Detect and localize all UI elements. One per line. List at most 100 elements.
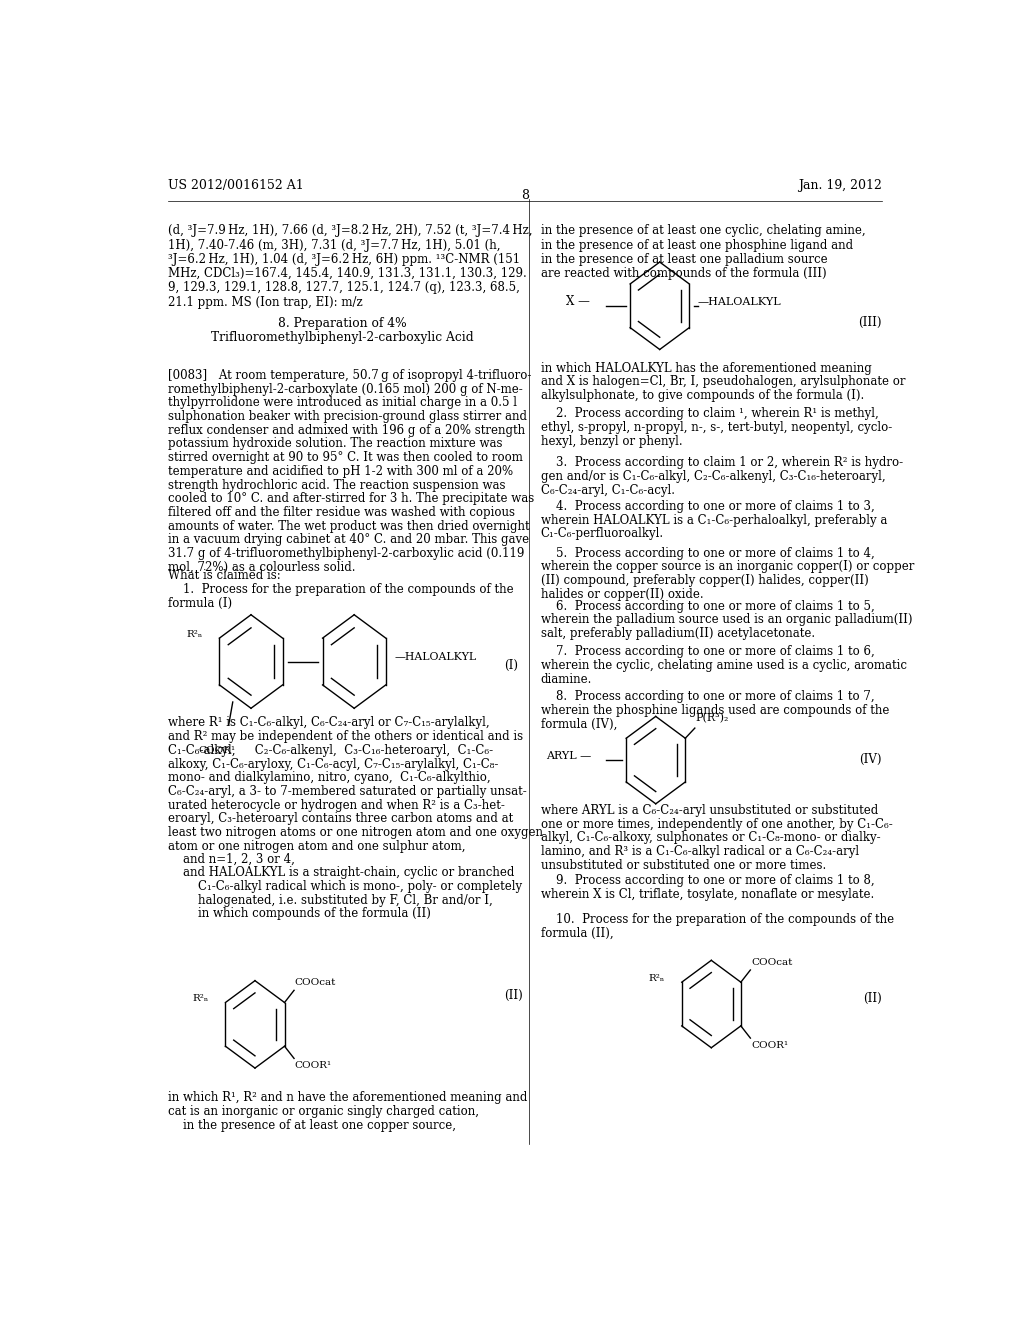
Text: 3.  Process according to claim 1 or 2, wherein R² is hydro-: 3. Process according to claim 1 or 2, wh… [541,457,903,469]
Text: wherein X is Cl, triflate, tosylate, nonaflate or mesylate.: wherein X is Cl, triflate, tosylate, non… [541,887,873,900]
Text: filtered off and the filter residue was washed with copious: filtered off and the filter residue was … [168,506,515,519]
Text: halogenated, i.e. substituted by F, Cl, Br and/or I,: halogenated, i.e. substituted by F, Cl, … [168,894,493,907]
Text: amounts of water. The wet product was then dried overnight: amounts of water. The wet product was th… [168,520,529,533]
Text: diamine.: diamine. [541,673,592,685]
Text: —HALOALKYL: —HALOALKYL [394,652,477,663]
Text: [0083] At room temperature, 50.7 g of isopropyl 4-trifluoro-: [0083] At room temperature, 50.7 g of is… [168,368,531,381]
Text: unsubstituted or substituted one or more times.: unsubstituted or substituted one or more… [541,859,826,871]
Text: are reacted with compounds of the formula (III): are reacted with compounds of the formul… [541,267,826,280]
Text: (II) compound, preferably copper(I) halides, copper(II): (II) compound, preferably copper(I) hali… [541,574,868,587]
Text: wherein the phosphine ligands used are compounds of the: wherein the phosphine ligands used are c… [541,704,889,717]
Text: COOR¹: COOR¹ [752,1041,788,1051]
Text: Jan. 19, 2012: Jan. 19, 2012 [798,178,882,191]
Text: wherein the cyclic, chelating amine used is a cyclic, aromatic: wherein the cyclic, chelating amine used… [541,659,906,672]
Text: P(R³)₂: P(R³)₂ [695,713,729,723]
Text: in the presence of at least one palladium source: in the presence of at least one palladiu… [541,253,827,265]
Text: in which compounds of the formula (II): in which compounds of the formula (II) [168,907,430,920]
Text: US 2012/0016152 A1: US 2012/0016152 A1 [168,178,303,191]
Text: in which HALOALKYL has the aforementioned meaning: in which HALOALKYL has the aforementione… [541,362,871,375]
Text: where R¹ is C₁-C₆-alkyl, C₆-C₂₄-aryl or C₇-C₁₅-arylalkyl,: where R¹ is C₁-C₆-alkyl, C₆-C₂₄-aryl or … [168,717,489,730]
Text: wherein the palladium source used is an organic palladium(II): wherein the palladium source used is an … [541,614,912,626]
Text: mol, 72%) as a colourless solid.: mol, 72%) as a colourless solid. [168,561,355,574]
Text: 31.7 g of 4-trifluoromethylbiphenyl-2-carboxylic acid (0.119: 31.7 g of 4-trifluoromethylbiphenyl-2-ca… [168,548,524,560]
Text: and n=1, 2, 3 or 4,: and n=1, 2, 3 or 4, [168,853,295,866]
Text: romethylbiphenyl-2-carboxylate (0.165 mol) 200 g of N-me-: romethylbiphenyl-2-carboxylate (0.165 mo… [168,383,522,396]
Text: reflux condenser and admixed with 196 g of a 20% strength: reflux condenser and admixed with 196 g … [168,424,525,437]
Text: 1.  Process for the preparation of the compounds of the: 1. Process for the preparation of the co… [168,583,513,597]
Text: C₁-C₆-perfluoroalkyl.: C₁-C₆-perfluoroalkyl. [541,528,664,540]
Text: strength hydrochloric acid. The reaction suspension was: strength hydrochloric acid. The reaction… [168,479,505,491]
Text: ³J=6.2 Hz, 1H), 1.04 (d, ³J=6.2 Hz, 6H) ppm. ¹³C-NMR (151: ³J=6.2 Hz, 1H), 1.04 (d, ³J=6.2 Hz, 6H) … [168,253,520,265]
Text: ARYL —: ARYL — [546,751,592,762]
Text: salt, preferably palladium(II) acetylacetonate.: salt, preferably palladium(II) acetylace… [541,627,815,640]
Text: halides or copper(II) oxide.: halides or copper(II) oxide. [541,587,703,601]
Text: C₆-C₂₄-aryl, a 3- to 7-membered saturated or partially unsat-: C₆-C₂₄-aryl, a 3- to 7-membered saturate… [168,785,526,799]
Text: wherein the copper source is an inorganic copper(I) or copper: wherein the copper source is an inorgani… [541,561,914,573]
Text: What is claimed is:: What is claimed is: [168,569,281,582]
Text: COOR¹: COOR¹ [295,1061,332,1071]
Text: C₁-C₆-alkyl radical which is mono-, poly- or completely: C₁-C₆-alkyl radical which is mono-, poly… [168,880,522,894]
Text: and X is halogen=Cl, Br, I, pseudohalogen, arylsulphonate or: and X is halogen=Cl, Br, I, pseudohaloge… [541,375,905,388]
Text: 9.  Process according to one or more of claims 1 to 8,: 9. Process according to one or more of c… [541,874,874,887]
Text: eroaryl, C₃-heteroaryl contains three carbon atoms and at: eroaryl, C₃-heteroaryl contains three ca… [168,812,513,825]
Text: potassium hydroxide solution. The reaction mixture was: potassium hydroxide solution. The reacti… [168,437,502,450]
Text: gen and/or is C₁-C₆-alkyl, C₂-C₆-alkenyl, C₃-C₁₆-heteroaryl,: gen and/or is C₁-C₆-alkyl, C₂-C₆-alkenyl… [541,470,886,483]
Text: temperature and acidified to pH 1-2 with 300 ml of a 20%: temperature and acidified to pH 1-2 with… [168,465,513,478]
Text: cat is an inorganic or organic singly charged cation,: cat is an inorganic or organic singly ch… [168,1105,478,1118]
Text: —HALOALKYL: —HALOALKYL [697,297,781,306]
Text: formula (I): formula (I) [168,597,231,610]
Text: R²ₙ: R²ₙ [648,974,665,982]
Text: 7.  Process according to one or more of claims 1 to 6,: 7. Process according to one or more of c… [541,645,874,659]
Text: C₆-C₂₄-aryl, C₁-C₆-acyl.: C₆-C₂₄-aryl, C₁-C₆-acyl. [541,483,675,496]
Text: MHz, CDCl₃)=167.4, 145.4, 140.9, 131.3, 131.1, 130.3, 129.: MHz, CDCl₃)=167.4, 145.4, 140.9, 131.3, … [168,267,526,280]
Text: (I): (I) [504,659,518,672]
Text: 9, 129.3, 129.1, 128.8, 127.7, 125.1, 124.7 (q), 123.3, 68.5,: 9, 129.3, 129.1, 128.8, 127.7, 125.1, 12… [168,281,519,294]
Text: in the presence of at least one copper source,: in the presence of at least one copper s… [168,1119,456,1131]
Text: 2.  Process according to claim ¹, wherein R¹ is methyl,: 2. Process according to claim ¹, wherein… [541,408,879,420]
Text: thylpyrrolidone were introduced as initial charge in a 0.5 l: thylpyrrolidone were introduced as initi… [168,396,517,409]
Text: cooled to 10° C. and after-stirred for 3 h. The precipitate was: cooled to 10° C. and after-stirred for 3… [168,492,534,506]
Text: 8: 8 [521,189,528,202]
Text: ethyl, s-propyl, n-propyl, n-, s-, tert-butyl, neopentyl, cyclo-: ethyl, s-propyl, n-propyl, n-, s-, tert-… [541,421,892,434]
Text: 8.  Process according to one or more of claims 1 to 7,: 8. Process according to one or more of c… [541,690,874,704]
Text: Trifluoromethylbiphenyl-2-carboxylic Acid: Trifluoromethylbiphenyl-2-carboxylic Aci… [211,331,473,345]
Text: 8. Preparation of 4%: 8. Preparation of 4% [278,317,407,330]
Text: R²ₙ: R²ₙ [186,630,203,639]
Text: (d, ³J=7.9 Hz, 1H), 7.66 (d, ³J=8.2 Hz, 2H), 7.52 (t, ³J=7.4 Hz,: (d, ³J=7.9 Hz, 1H), 7.66 (d, ³J=8.2 Hz, … [168,224,532,238]
Text: urated heterocycle or hydrogen and when R² is a C₃-het-: urated heterocycle or hydrogen and when … [168,799,505,812]
Text: (II): (II) [863,991,882,1005]
Text: one or more times, independently of one another, by C₁-C₆-: one or more times, independently of one … [541,817,893,830]
Text: stirred overnight at 90 to 95° C. It was then cooled to room: stirred overnight at 90 to 95° C. It was… [168,451,522,465]
Text: (II): (II) [504,989,523,1002]
Text: alkylsulphonate, to give compounds of the formula (I).: alkylsulphonate, to give compounds of th… [541,389,864,403]
Text: COOcat: COOcat [752,958,793,968]
Text: and HALOALKYL is a straight-chain, cyclic or branched: and HALOALKYL is a straight-chain, cycli… [168,866,514,879]
Text: lamino, and R³ is a C₁-C₆-alkyl radical or a C₆-C₂₄-aryl: lamino, and R³ is a C₁-C₆-alkyl radical … [541,845,859,858]
Text: in the presence of at least one cyclic, chelating amine,: in the presence of at least one cyclic, … [541,224,865,238]
Text: 4.  Process according to one or more of claims 1 to 3,: 4. Process according to one or more of c… [541,500,874,513]
Text: atom or one nitrogen atom and one sulphur atom,: atom or one nitrogen atom and one sulphu… [168,840,465,853]
Text: R²ₙ: R²ₙ [193,994,208,1003]
Text: in the presence of at least one phosphine ligand and: in the presence of at least one phosphin… [541,239,853,252]
Text: (III): (III) [858,315,882,329]
Text: in which R¹, R² and n have the aforementioned meaning and: in which R¹, R² and n have the aforement… [168,1092,527,1105]
Text: 6.  Process according to one or more of claims 1 to 5,: 6. Process according to one or more of c… [541,599,874,612]
Text: alkoxy, C₁-C₆-aryloxy, C₁-C₆-acyl, C₇-C₁₅-arylalkyl, C₁-C₈-: alkoxy, C₁-C₆-aryloxy, C₁-C₆-acyl, C₇-C₁… [168,758,498,771]
Text: in a vacuum drying cabinet at 40° C. and 20 mbar. This gave: in a vacuum drying cabinet at 40° C. and… [168,533,528,546]
Text: 5.  Process according to one or more of claims 1 to 4,: 5. Process according to one or more of c… [541,546,874,560]
Text: least two nitrogen atoms or one nitrogen atom and one oxygen: least two nitrogen atoms or one nitrogen… [168,826,543,840]
Text: X —: X — [566,296,590,308]
Text: mono- and dialkylamino, nitro, cyano,  C₁-C₆-alkylthio,: mono- and dialkylamino, nitro, cyano, C₁… [168,771,490,784]
Text: sulphonation beaker with precision-ground glass stirrer and: sulphonation beaker with precision-groun… [168,411,526,422]
Text: COOR¹: COOR¹ [199,746,236,755]
Text: COOcat: COOcat [295,978,336,987]
Text: 10.  Process for the preparation of the compounds of the: 10. Process for the preparation of the c… [541,912,894,925]
Text: 21.1 ppm. MS (Ion trap, EI): m/z: 21.1 ppm. MS (Ion trap, EI): m/z [168,296,362,309]
Text: hexyl, benzyl or phenyl.: hexyl, benzyl or phenyl. [541,434,682,447]
Text: and R² may be independent of the others or identical and is: and R² may be independent of the others … [168,730,523,743]
Text: formula (II),: formula (II), [541,927,613,940]
Text: C₁-C₆-alkyl,   C₂-C₆-alkenyl,  C₃-C₁₆-heteroaryl,  C₁-C₆-: C₁-C₆-alkyl, C₂-C₆-alkenyl, C₃-C₁₆-heter… [168,744,493,756]
Text: formula (IV),: formula (IV), [541,718,617,730]
Text: (IV): (IV) [859,752,882,766]
Text: wherein HALOALKYL is a C₁-C₆-perhaloalkyl, preferably a: wherein HALOALKYL is a C₁-C₆-perhaloalky… [541,513,887,527]
